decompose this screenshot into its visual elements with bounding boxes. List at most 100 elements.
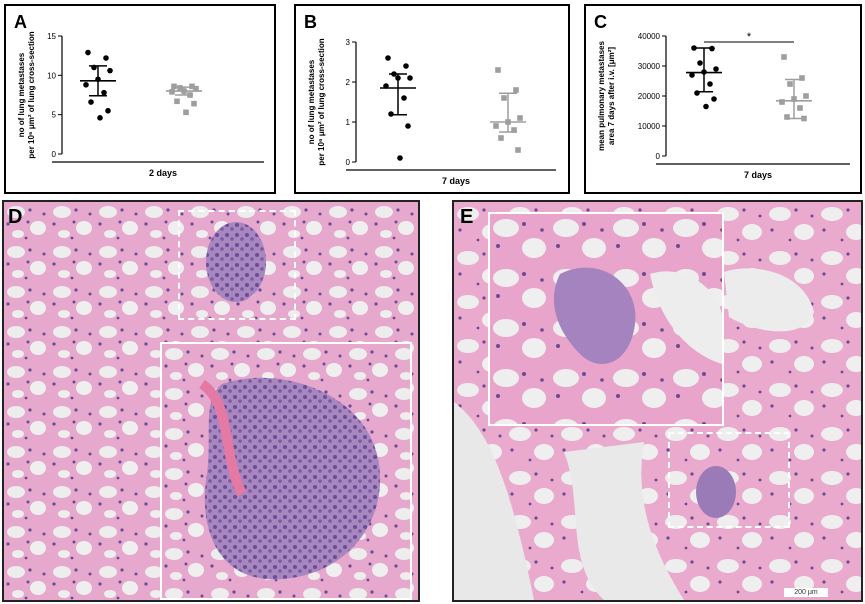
y-tick-label: 0 bbox=[656, 152, 661, 161]
x-axis-label: 7 days bbox=[442, 176, 470, 186]
data-point bbox=[498, 135, 504, 141]
data-point bbox=[493, 123, 499, 129]
data-point bbox=[694, 90, 700, 96]
scale-bar: 200 μm bbox=[784, 588, 828, 597]
y-tick-label: 15 bbox=[47, 32, 56, 41]
data-point bbox=[101, 89, 107, 96]
data-point bbox=[401, 95, 407, 101]
data-point bbox=[707, 81, 713, 87]
chart-b: 0 1 2 3 no of lung metastases per 10⁶ μm² of … bbox=[307, 38, 556, 186]
y-tick-label: 10 bbox=[47, 71, 56, 80]
chart-c: 0 10000 20000 30000 40000 mean pulmonary meta… bbox=[597, 31, 850, 180]
data-point bbox=[511, 127, 517, 133]
chart-a: 0 5 10 15 no of lung metastases per 10⁶ μm² o… bbox=[17, 31, 264, 178]
significance-marker: * bbox=[747, 31, 752, 43]
data-point bbox=[395, 75, 401, 81]
data-point bbox=[383, 83, 389, 89]
data-point bbox=[403, 63, 409, 69]
y-tick-label: 5 bbox=[52, 111, 57, 120]
data-point bbox=[391, 71, 397, 77]
data-point bbox=[388, 111, 394, 117]
data-point bbox=[407, 75, 413, 81]
data-point bbox=[88, 99, 94, 105]
data-point bbox=[517, 115, 523, 121]
data-point bbox=[189, 83, 195, 90]
data-point bbox=[801, 115, 807, 122]
data-point bbox=[397, 155, 403, 161]
y-axis-label: no of lung metastases bbox=[307, 59, 316, 144]
data-point bbox=[779, 99, 785, 105]
data-point bbox=[385, 55, 391, 61]
panel-letter-e: E bbox=[460, 206, 474, 228]
x-axis-label: 7 days bbox=[744, 170, 772, 180]
zoom-inset-d bbox=[160, 342, 412, 600]
panel-b: B 0 1 2 3 no of lung metastases per 10⁶ μm² o… bbox=[294, 4, 570, 194]
y-axis-label: per 10⁶ μm² of lung cross-section bbox=[317, 38, 326, 165]
data-point bbox=[181, 88, 187, 94]
y-tick-label: 3 bbox=[346, 38, 351, 47]
data-point bbox=[169, 89, 175, 95]
y-tick-label: 0 bbox=[52, 150, 57, 159]
panel-a: A 0 5 10 15 no of lung metastases per 10⁶ μm²… bbox=[4, 4, 276, 194]
micrograph-d: D bbox=[2, 200, 420, 602]
data-point bbox=[405, 123, 411, 129]
y-tick-label: 20000 bbox=[638, 92, 661, 101]
data-point bbox=[711, 96, 717, 102]
data-point bbox=[787, 81, 793, 87]
data-point bbox=[174, 98, 180, 105]
y-tick-label: 0 bbox=[346, 158, 351, 167]
y-axis-label: no of lung metastases bbox=[17, 52, 26, 137]
data-point bbox=[91, 64, 97, 71]
data-point bbox=[505, 119, 511, 125]
data-point bbox=[187, 92, 193, 98]
data-point bbox=[85, 49, 91, 56]
data-point bbox=[191, 100, 197, 107]
panel-letter-b: B bbox=[304, 12, 317, 32]
y-tick-label: 2 bbox=[346, 78, 351, 87]
data-point bbox=[495, 67, 501, 73]
y-axis-label: area 7 days after i.v. [μm²] bbox=[607, 47, 616, 145]
zoom-inset-d-tissue bbox=[162, 344, 410, 598]
data-point bbox=[193, 85, 199, 92]
data-point bbox=[713, 66, 719, 72]
data-point bbox=[791, 96, 797, 102]
data-point bbox=[703, 103, 709, 110]
zoom-inset-e-tissue bbox=[490, 214, 722, 424]
data-point bbox=[691, 45, 697, 51]
y-tick-label: 30000 bbox=[638, 62, 661, 71]
y-axis-label: mean pulmonary metastases bbox=[597, 41, 606, 151]
data-point bbox=[689, 72, 695, 78]
data-point bbox=[97, 115, 103, 121]
y-tick-label: 10000 bbox=[638, 122, 661, 131]
region-of-interest-box bbox=[668, 432, 790, 528]
data-point bbox=[781, 54, 787, 60]
data-point bbox=[701, 69, 707, 75]
y-tick-label: 40000 bbox=[638, 32, 661, 41]
data-point bbox=[105, 107, 111, 114]
data-point bbox=[177, 85, 183, 91]
panel-letter-c: C bbox=[594, 12, 607, 32]
data-point bbox=[103, 55, 109, 61]
y-axis-label: per 10⁶ μm² of lung cross-section bbox=[27, 31, 36, 158]
data-point bbox=[83, 81, 89, 88]
data-point bbox=[784, 114, 790, 120]
data-point bbox=[797, 105, 803, 111]
micrograph-e: E 200 μm bbox=[452, 200, 863, 602]
region-of-interest-box bbox=[178, 210, 296, 320]
data-point bbox=[709, 45, 715, 52]
panel-letter-a: A bbox=[14, 12, 27, 32]
data-point bbox=[799, 75, 805, 81]
x-axis-label: 2 days bbox=[149, 168, 177, 178]
data-point bbox=[803, 93, 809, 99]
data-point bbox=[107, 67, 113, 74]
panel-letter-d: D bbox=[8, 206, 23, 228]
data-point bbox=[95, 76, 101, 83]
data-point bbox=[513, 87, 519, 93]
data-point bbox=[171, 83, 177, 90]
data-point bbox=[515, 147, 521, 153]
zoom-inset-e bbox=[488, 212, 724, 426]
data-point bbox=[501, 95, 507, 101]
data-point bbox=[697, 60, 703, 66]
panel-c: C 0 10000 20000 30000 40000 mean pulmonary me… bbox=[584, 4, 862, 194]
y-tick-label: 1 bbox=[346, 118, 351, 127]
